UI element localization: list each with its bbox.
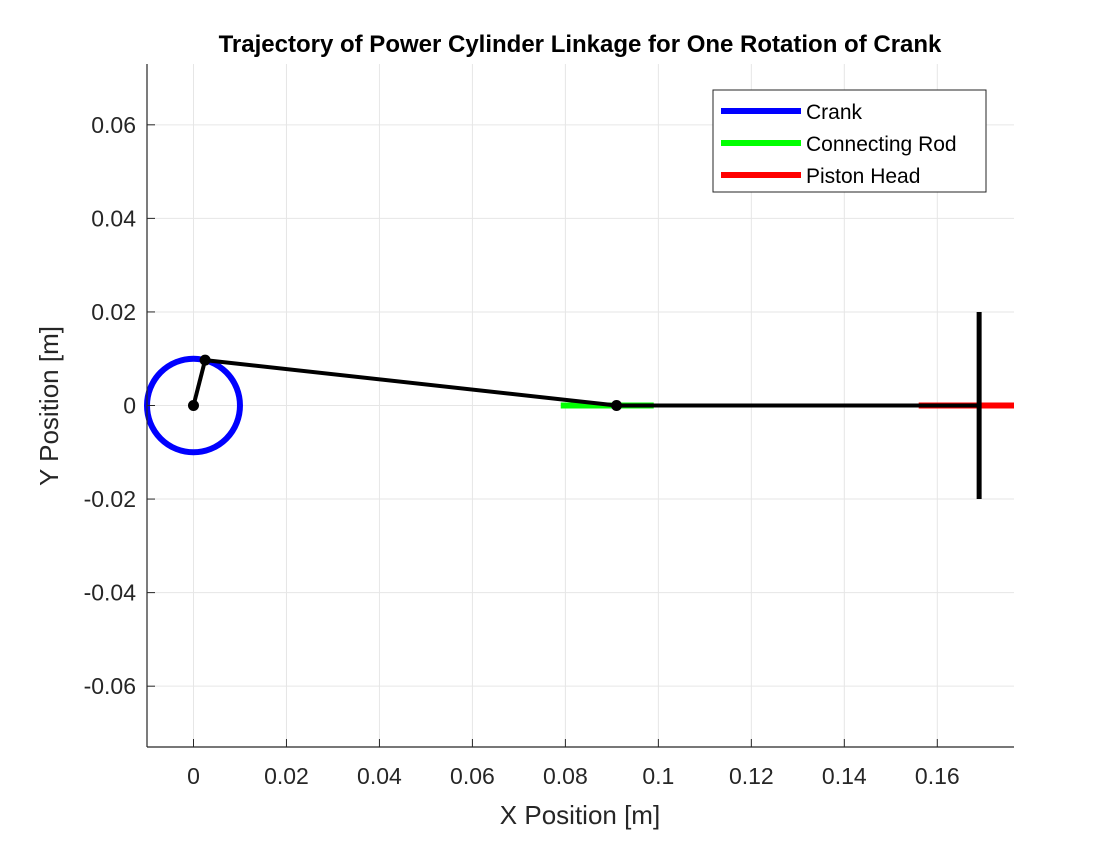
axes [146,64,1014,748]
x-tick-label: 0 [187,763,200,789]
x-tick-label: 0.14 [822,763,867,789]
legend-label: Crank [806,101,863,124]
crank-pin-joint [199,354,211,366]
legend-label: Piston Head [806,165,920,188]
x-tick-label: 0.04 [357,763,402,789]
data-layer [144,311,1014,500]
crank-pivot-joint [187,400,199,411]
y-tick-label: -0.06 [84,673,136,699]
y-tick-label: 0 [123,393,136,419]
y-tick-label: 0.04 [91,205,136,231]
legend: Crank Connecting Rod Piston Head [712,89,987,193]
chart-title: Trajectory of Power Cylinder Linkage for… [219,31,942,58]
y-tick-label: -0.04 [84,580,137,606]
y-tick-label: -0.02 [84,486,136,512]
x-tick-label: 0.06 [450,763,495,789]
connecting-rod [204,358,617,408]
legend-label: Connecting Rod [806,133,957,156]
y-tick-label: 0.06 [91,112,136,138]
x-tick-label: 0.16 [915,763,960,789]
y-tick-label: 0.02 [91,299,136,325]
x-tick-label: 0.02 [264,763,309,789]
x-axis-label: X Position [m] [500,800,660,830]
wrist-pin-joint [611,400,623,411]
y-axis-label: Y Position [m] [34,326,64,486]
crank-arm [191,359,208,406]
x-tick-label: 0.12 [729,763,774,789]
tick-labels: 0 0.02 0.04 0.06 0.08 0.1 0.12 0.14 0.16 -0.06 -0.… [84,112,960,789]
x-tick-label: 0.1 [642,763,674,789]
x-tick-label: 0.08 [543,763,588,789]
